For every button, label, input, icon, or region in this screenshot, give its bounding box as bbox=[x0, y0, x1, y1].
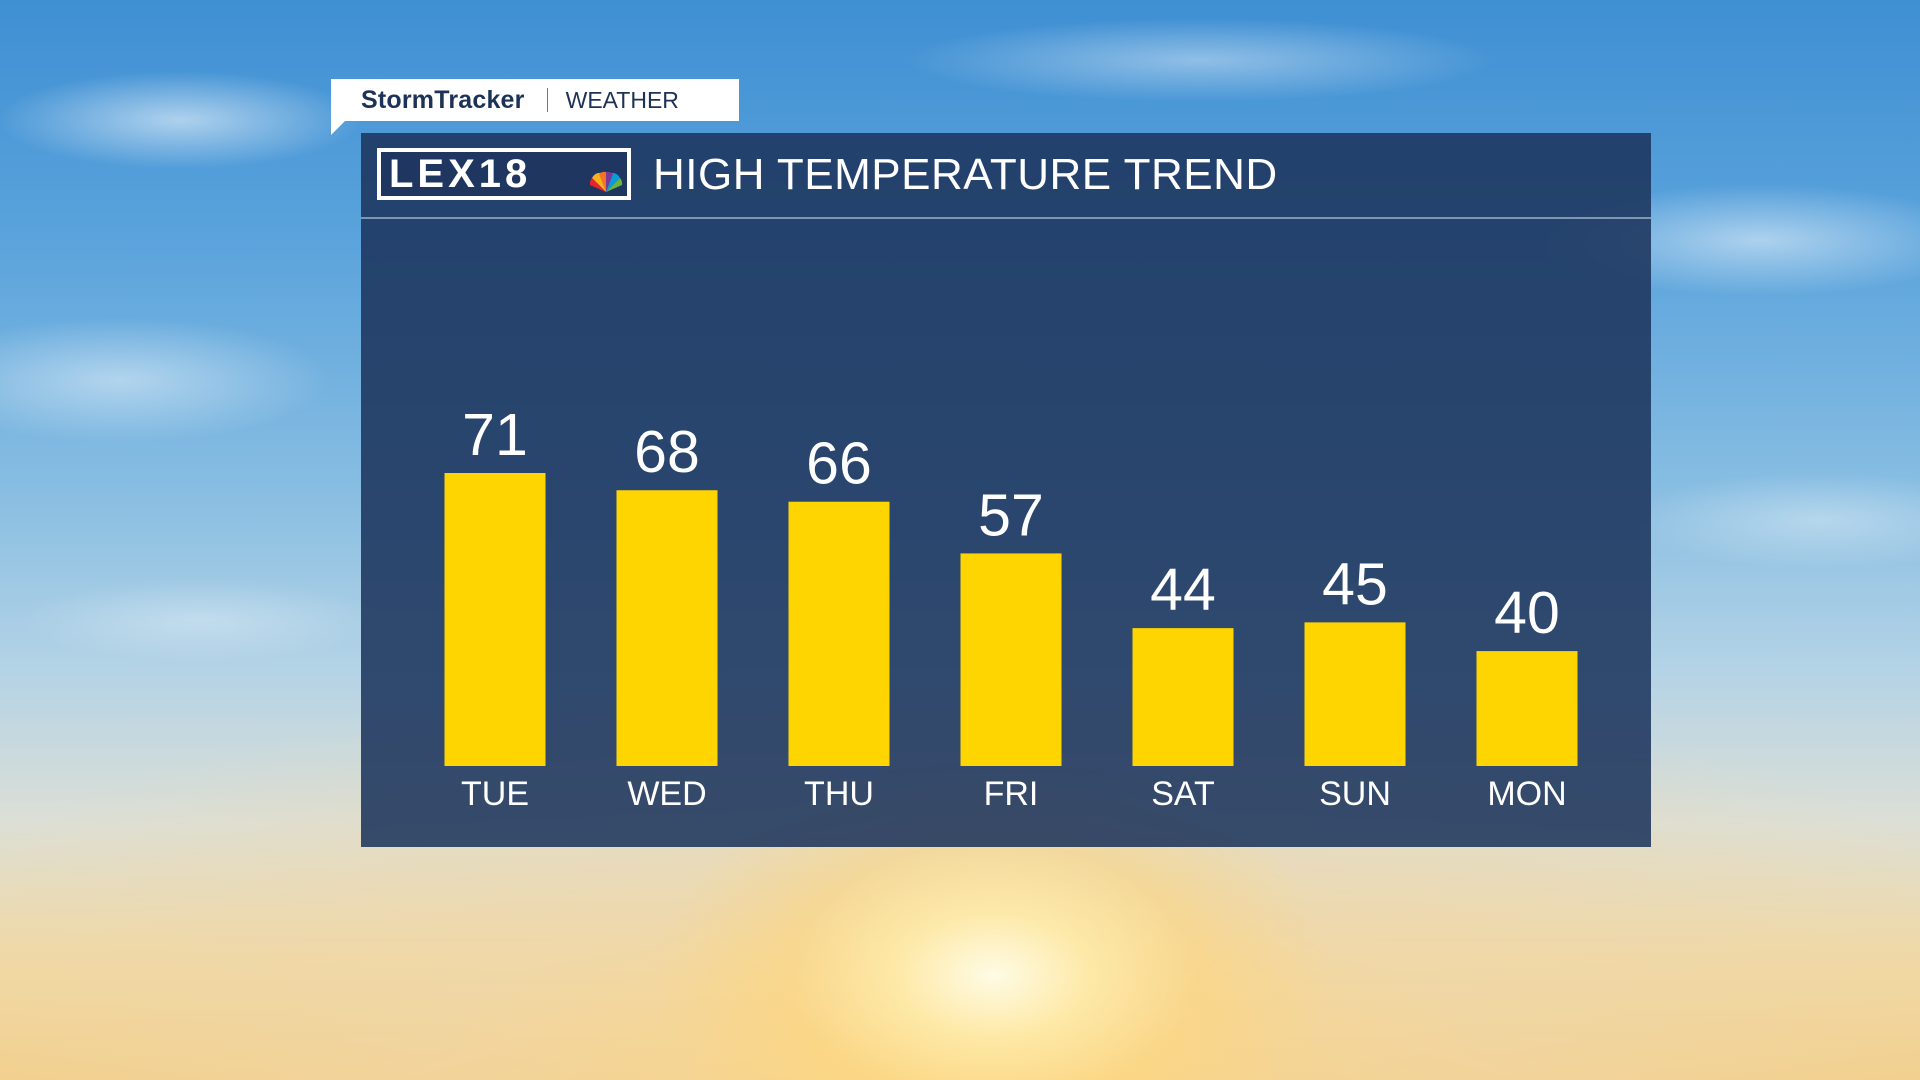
value-label-thu: 66 bbox=[806, 431, 872, 497]
bar-sun bbox=[1304, 622, 1406, 766]
bar-tue bbox=[444, 473, 546, 766]
bar-wed bbox=[616, 490, 718, 766]
logo-text: LEX18 bbox=[389, 152, 532, 196]
value-label-mon: 40 bbox=[1494, 580, 1560, 646]
stormtracker-weather-tab: StormTracker WEATHER bbox=[331, 79, 739, 135]
category-label-sat: SAT bbox=[1151, 775, 1215, 813]
category-label-mon: MON bbox=[1487, 775, 1566, 813]
bar-sat bbox=[1132, 628, 1234, 766]
chart-header: LEX18 HIGH TEMPERATURE TREND bbox=[361, 133, 1651, 219]
chart-title: HIGH TEMPERATURE TREND bbox=[653, 150, 1278, 199]
category-label-fri: FRI bbox=[984, 775, 1039, 813]
value-label-wed: 68 bbox=[634, 419, 700, 485]
value-label-sun: 45 bbox=[1322, 551, 1388, 617]
bar-chart: 71 TUE 68 WED 66 THU 57 FRI 44 SAT 45 SUN 40 MON bbox=[444, 402, 1578, 813]
bar-mon bbox=[1476, 651, 1578, 766]
category-label-sun: SUN bbox=[1319, 775, 1391, 813]
category-label-wed: WED bbox=[627, 775, 706, 813]
lex18-logo: LEX18 bbox=[377, 148, 631, 200]
value-label-fri: 57 bbox=[978, 482, 1044, 548]
category-label-tue: TUE bbox=[461, 775, 529, 813]
bar-thu bbox=[788, 501, 890, 766]
bar-fri bbox=[960, 553, 1062, 766]
value-label-tue: 71 bbox=[462, 402, 528, 468]
category-label-thu: THU bbox=[804, 775, 874, 813]
brand-name: StormTracker bbox=[361, 85, 525, 114]
brand-section: WEATHER bbox=[565, 86, 679, 113]
brand-divider bbox=[546, 88, 548, 112]
value-label-sat: 44 bbox=[1150, 557, 1216, 623]
chart-panel: 71 TUE 68 WED 66 THU 57 FRI 44 SAT 45 SUN 40 MON LEX1… bbox=[361, 133, 1651, 847]
peacock-icon bbox=[589, 171, 623, 192]
